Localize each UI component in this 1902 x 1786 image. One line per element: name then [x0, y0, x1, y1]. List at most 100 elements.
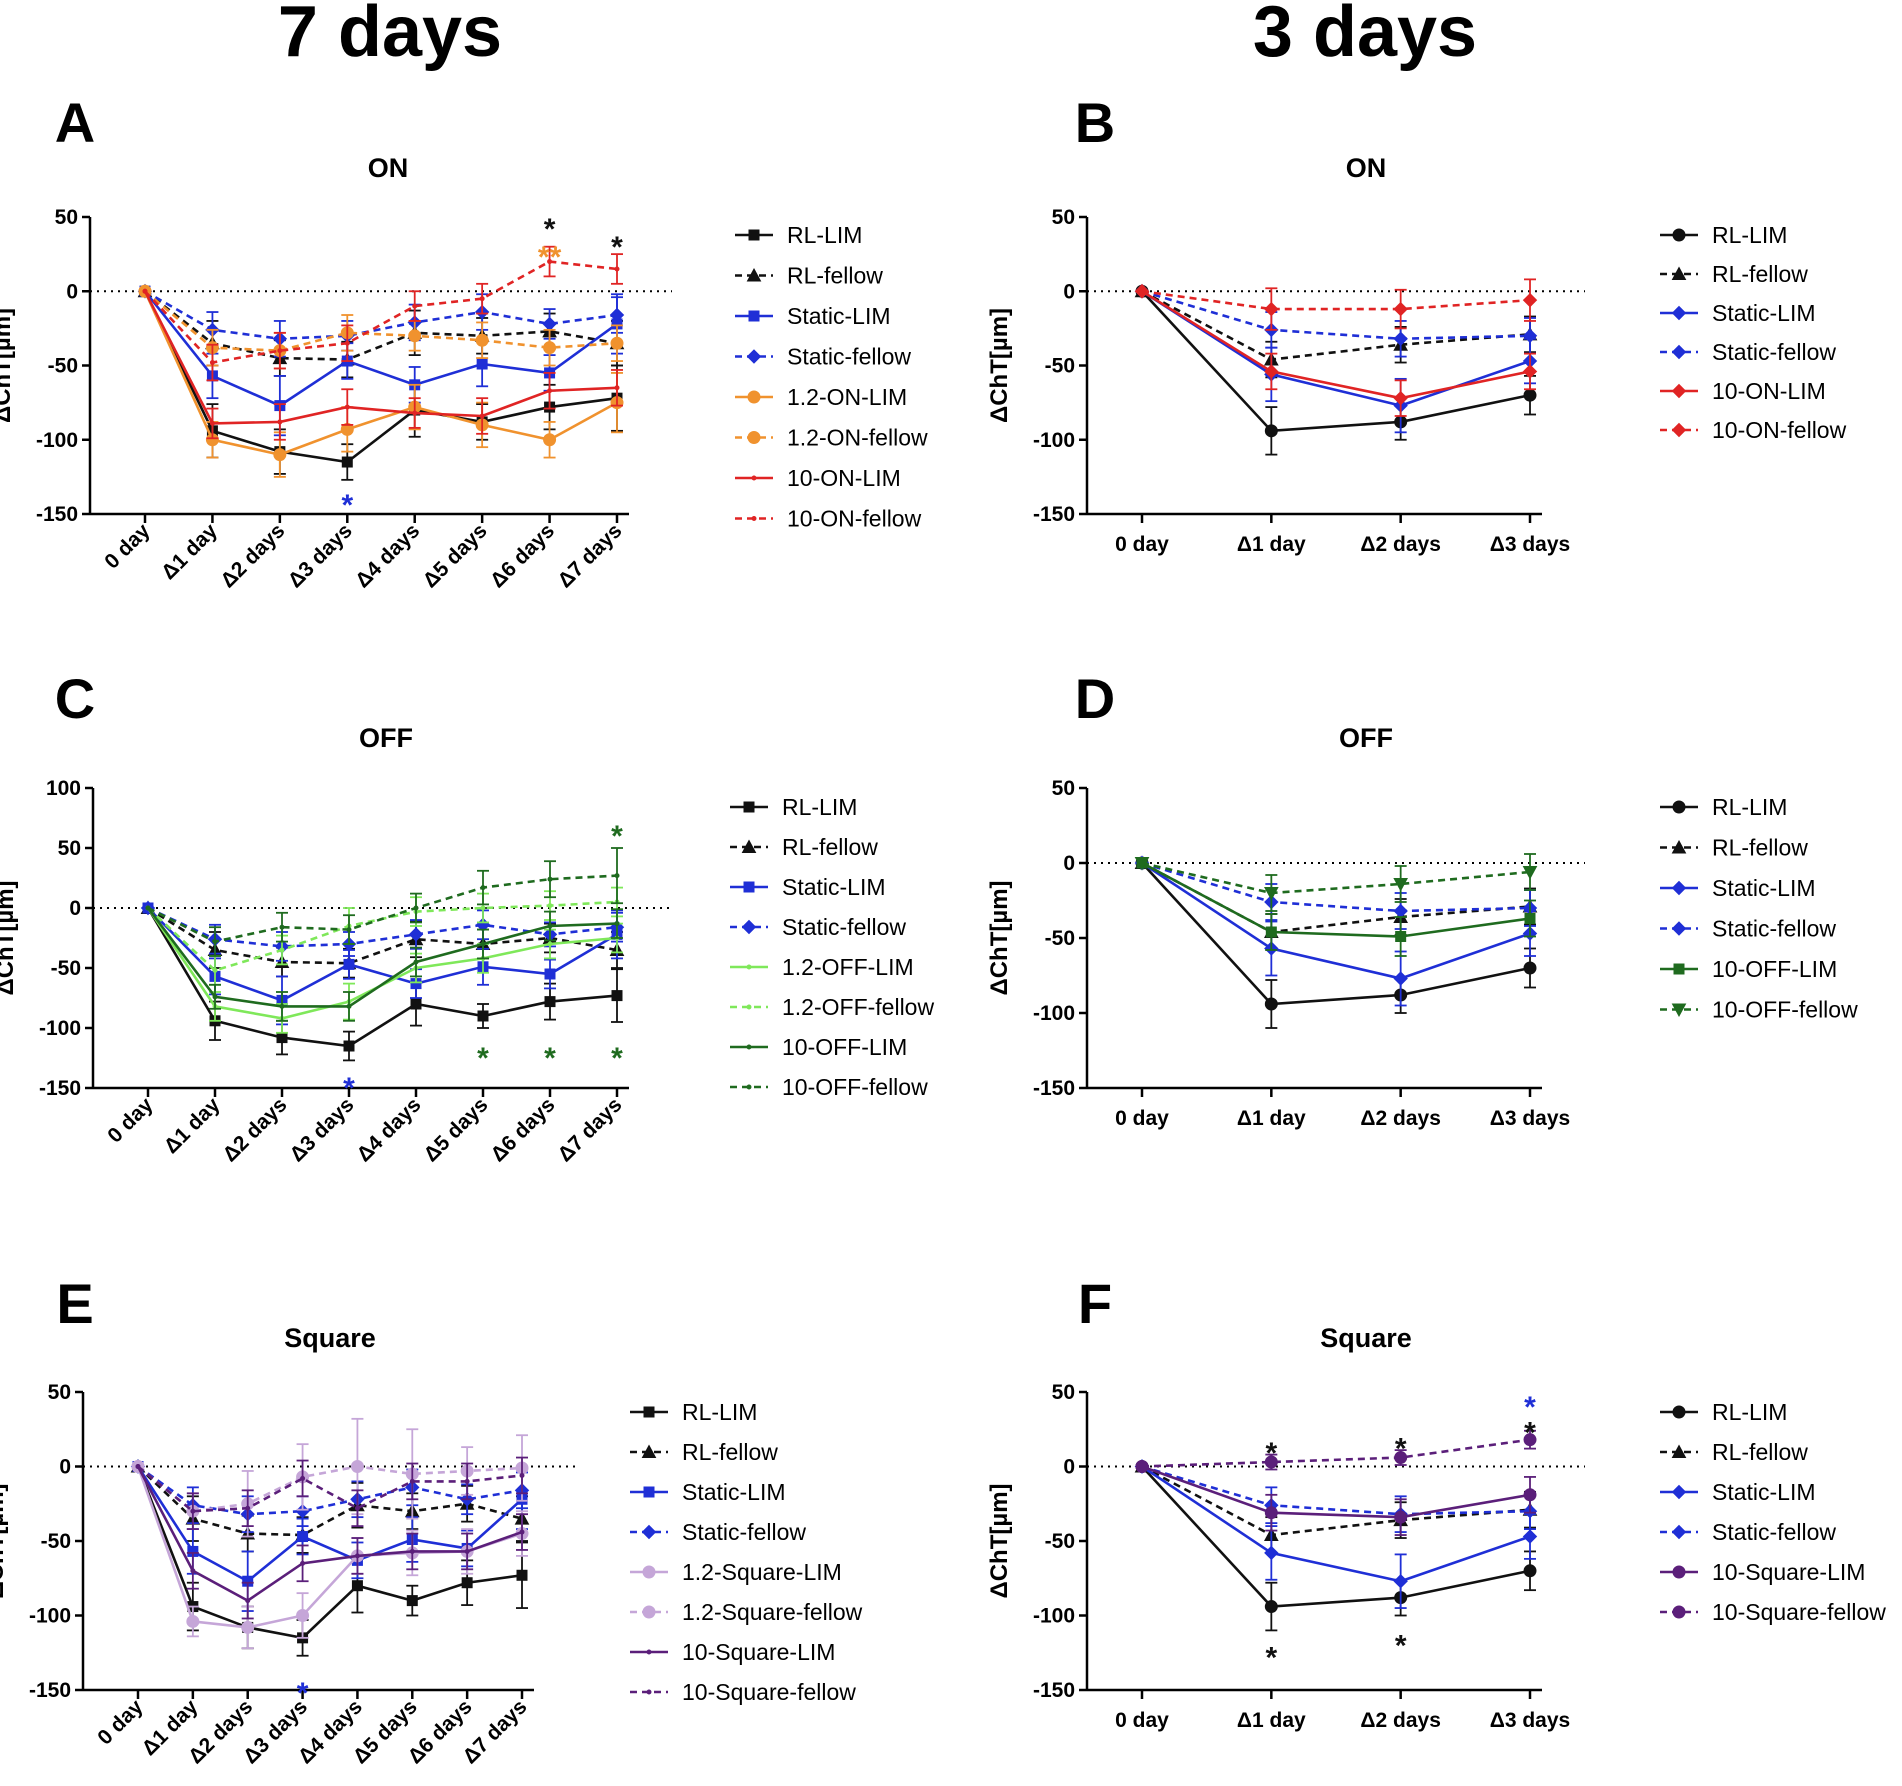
data-point: [186, 1614, 200, 1628]
data-point: [480, 941, 486, 947]
data-point: [277, 419, 283, 425]
legend-label: RL-LIM: [782, 794, 857, 820]
data-point: [475, 333, 489, 347]
legend-label: 10-ON-LIM: [1712, 378, 1826, 404]
data-point: [614, 921, 620, 927]
series-line: [1141, 1438, 1531, 1468]
data-point: [344, 404, 350, 410]
series-line: [144, 290, 618, 352]
legend-item-static-lim: Static-LIM: [730, 874, 886, 900]
series-10-on-fellow: [1134, 278, 1538, 331]
series-line: [1141, 1465, 1531, 1583]
data-point: [614, 266, 620, 272]
data-point: [547, 903, 553, 909]
data-point: [1395, 931, 1407, 942]
legend-label: 10-OFF-LIM: [782, 1034, 907, 1060]
y-tick-label: 100: [46, 777, 81, 800]
x-tick-label: Δ1 day: [1237, 1107, 1306, 1130]
series-rl-lim: [1135, 284, 1537, 456]
legend-item-rl-lim: RL-LIM: [630, 1399, 757, 1425]
series-line: [1141, 1465, 1531, 1537]
series-rl-fellow: [1134, 1458, 1538, 1554]
data-point: [145, 905, 151, 911]
x-tick-label: Δ4 days: [351, 519, 424, 592]
y-tick-label: -100: [1033, 429, 1075, 452]
series-line: [144, 290, 618, 361]
x-tick-label: Δ1 day: [1237, 533, 1306, 556]
legend-marker: [746, 1084, 752, 1090]
legend-label: RL-fellow: [782, 834, 878, 860]
x-tick-label: Δ7 days: [553, 519, 626, 592]
legend-item-10-on-fellow: 10-ON-fellow: [735, 506, 922, 532]
legend-item-rl-fellow: RL-fellow: [735, 263, 883, 289]
legend-marker: [751, 475, 757, 481]
legend-item-10-on-lim: 10-ON-LIM: [735, 465, 901, 491]
x-tick-label: Δ2 days: [216, 519, 289, 592]
legend-item-10-square-fellow: 10-Square-fellow: [630, 1679, 856, 1705]
data-point: [190, 1508, 196, 1514]
y-tick-label: -50: [1045, 355, 1075, 378]
x-tick-label: Δ3 days: [1490, 533, 1570, 556]
data-point: [245, 1598, 251, 1604]
legend-item-10-square-lim: 10-Square-LIM: [630, 1639, 835, 1665]
data-point: [209, 420, 215, 426]
legend-label: Static-LIM: [1712, 875, 1816, 901]
panel-letter: A: [55, 91, 95, 154]
significance-marker: *: [544, 213, 556, 246]
legend-item-rl-lim: RL-LIM: [1660, 1399, 1787, 1425]
legend-item-rl-lim: RL-LIM: [735, 222, 862, 248]
legend-label: 10-Square-LIM: [1712, 1559, 1865, 1585]
data-point: [547, 388, 553, 394]
series-line: [137, 1465, 523, 1537]
series-line: [1141, 861, 1531, 913]
data-point: [406, 1595, 418, 1607]
y-tick-label: 50: [1052, 206, 1075, 229]
x-tick-label: Δ2 days: [218, 1093, 291, 1166]
legend-item-1-2-on-lim: 1.2-ON-LIM: [735, 384, 907, 410]
legend-marker: [1671, 266, 1687, 280]
data-point: [1522, 292, 1538, 308]
legend-item-static-fellow: Static-fellow: [1660, 1519, 1836, 1545]
legend-label: 10-Square-fellow: [1712, 1599, 1886, 1625]
data-point: [614, 385, 620, 391]
legend-item-static-fellow: Static-fellow: [1660, 339, 1836, 365]
series-line: [143, 290, 618, 425]
panel-title: ON: [368, 153, 409, 183]
legend-marker: [1671, 839, 1687, 854]
y-tick-label: 50: [1052, 1381, 1075, 1404]
legend-marker: [1672, 228, 1686, 242]
y-tick-label: 50: [58, 837, 81, 860]
legend-label: Static-LIM: [682, 1479, 786, 1505]
data-point: [1264, 1600, 1278, 1614]
legend-label: RL-LIM: [682, 1399, 757, 1425]
series-line: [146, 907, 618, 1048]
legend-label: RL-LIM: [1712, 1399, 1787, 1425]
legend-label: Static-LIM: [1712, 300, 1816, 326]
data-point: [212, 967, 218, 973]
legend-marker: [642, 1565, 656, 1579]
data-point: [1393, 331, 1408, 346]
y-tick-label: -50: [1045, 927, 1075, 950]
data-point: [1265, 926, 1277, 938]
data-point: [354, 1553, 360, 1559]
panel-letter: B: [1075, 91, 1115, 154]
panel-title: ON: [1346, 153, 1387, 183]
data-point: [209, 360, 215, 366]
y-axis-title: ΔChT[µm]: [0, 1483, 9, 1598]
data-point: [279, 924, 285, 930]
y-tick-label: -150: [1033, 1679, 1075, 1702]
legend-marker: [1672, 1565, 1686, 1579]
legend-label: 10-ON-fellow: [1712, 417, 1847, 443]
panel-letter: D: [1075, 667, 1115, 730]
legend-marker: [746, 1004, 752, 1010]
legend-label: Static-fellow: [1712, 1519, 1836, 1545]
series-line: [147, 907, 618, 1002]
legend-marker: [1671, 921, 1687, 936]
data-point: [1135, 1460, 1149, 1473]
legend-item-static-lim: Static-LIM: [1660, 300, 1816, 326]
significance-marker: **: [538, 241, 562, 274]
data-point: [409, 1478, 415, 1484]
legend-label: Static-LIM: [787, 303, 891, 329]
data-point: [461, 1577, 473, 1589]
significance-marker: *: [343, 1072, 355, 1105]
